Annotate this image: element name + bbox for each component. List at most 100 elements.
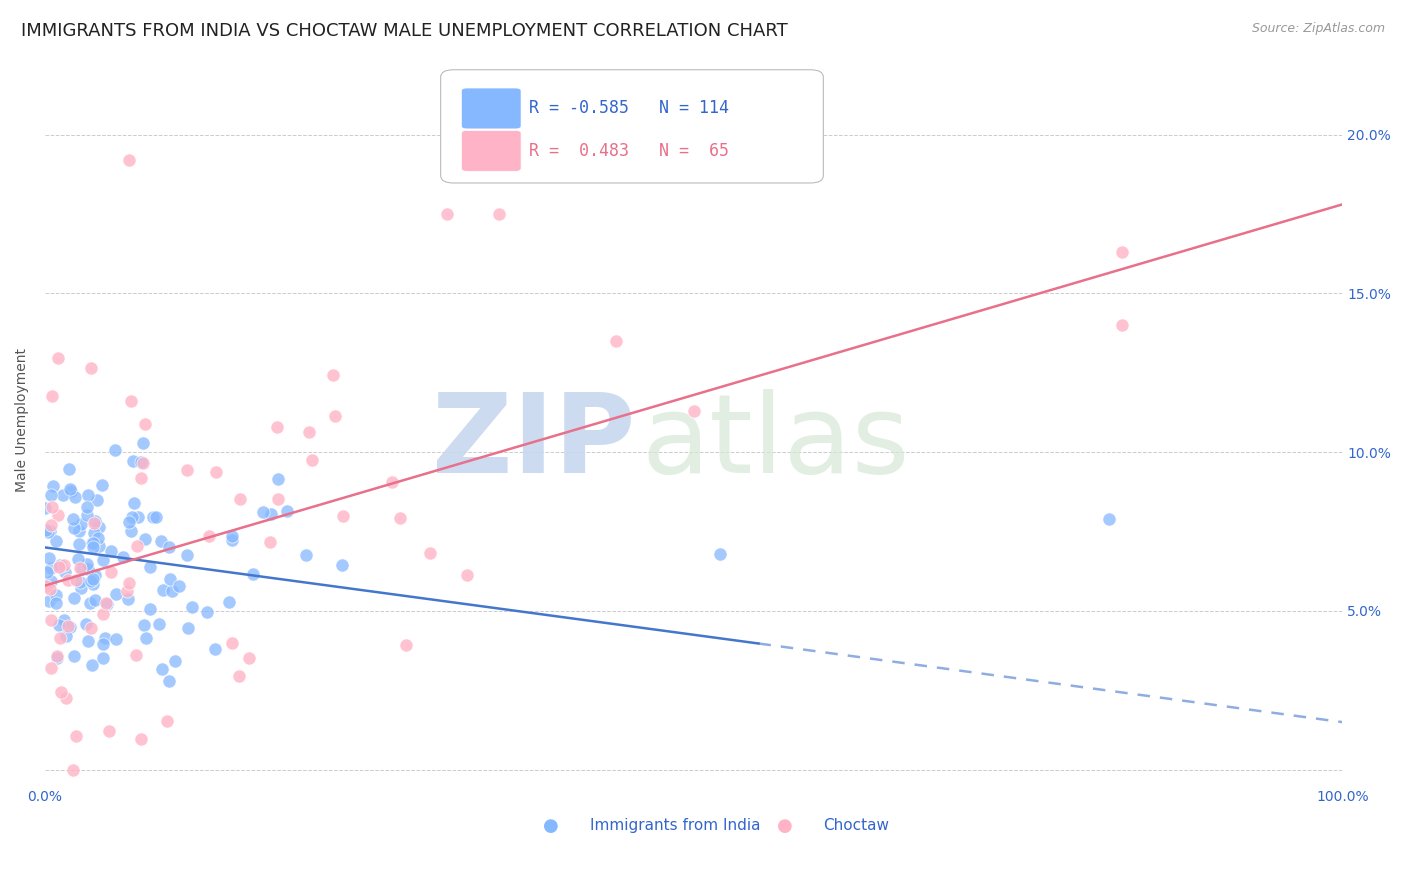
Point <box>55 691 77 706</box>
Point <box>221 636 243 650</box>
Point <box>59 482 82 496</box>
Point <box>46 351 69 365</box>
Point <box>165 654 187 668</box>
Point <box>41 614 63 628</box>
Point <box>1098 512 1121 526</box>
Point <box>83 526 105 541</box>
Point <box>77 634 100 648</box>
Point <box>77 488 100 502</box>
Point <box>39 661 62 675</box>
Point <box>82 540 104 554</box>
Point <box>682 404 704 418</box>
Point <box>46 651 69 665</box>
Point <box>46 649 69 664</box>
Point <box>167 579 190 593</box>
Point <box>139 601 162 615</box>
Point <box>96 597 118 611</box>
Point <box>94 631 117 645</box>
Point <box>48 631 70 645</box>
Point <box>45 588 67 602</box>
Point <box>242 567 264 582</box>
FancyBboxPatch shape <box>461 130 522 171</box>
Point <box>60 483 83 498</box>
Point <box>52 488 75 502</box>
Point <box>709 547 731 561</box>
Point <box>395 638 418 652</box>
Point <box>117 583 139 598</box>
Point <box>134 533 156 547</box>
Point <box>267 472 290 486</box>
Point <box>83 516 105 530</box>
Point <box>84 568 107 582</box>
Text: R = -0.585   N = 114: R = -0.585 N = 114 <box>529 100 728 118</box>
Point <box>67 524 90 538</box>
Point <box>156 714 179 728</box>
Point <box>1111 318 1133 332</box>
Point <box>100 565 122 579</box>
Point <box>34 524 56 538</box>
Point <box>381 475 404 490</box>
Point <box>52 614 75 628</box>
Point <box>112 550 135 565</box>
Point <box>63 649 86 664</box>
Point <box>39 524 62 538</box>
Point <box>160 583 183 598</box>
Text: Source: ZipAtlas.com: Source: ZipAtlas.com <box>1251 22 1385 36</box>
Text: atlas: atlas <box>641 389 910 496</box>
Point <box>228 669 250 683</box>
Point <box>56 573 79 587</box>
Point <box>62 512 84 526</box>
Point <box>91 552 114 566</box>
Point <box>39 518 62 533</box>
Point <box>131 731 153 746</box>
Point <box>80 622 103 636</box>
Point <box>59 620 82 634</box>
Point <box>48 618 70 632</box>
Point <box>70 581 93 595</box>
Point <box>84 593 107 607</box>
Point <box>55 629 77 643</box>
Point <box>91 478 114 492</box>
Point <box>72 562 94 576</box>
Point <box>295 549 318 563</box>
Point <box>229 491 252 506</box>
Point <box>221 529 243 543</box>
Point <box>139 559 162 574</box>
Point <box>176 463 198 477</box>
Point <box>82 572 104 586</box>
Point <box>80 536 103 550</box>
Point <box>132 618 155 632</box>
Point <box>41 479 63 493</box>
Point <box>65 490 87 504</box>
Point <box>52 558 75 572</box>
Point <box>150 662 173 676</box>
Point <box>62 763 84 777</box>
Point <box>267 492 290 507</box>
Point <box>488 207 510 221</box>
Text: IMMIGRANTS FROM INDIA VS CHOCTAW MALE UNEMPLOYMENT CORRELATION CHART: IMMIGRANTS FROM INDIA VS CHOCTAW MALE UN… <box>21 22 787 40</box>
Point <box>91 637 114 651</box>
Point <box>150 534 173 549</box>
Point <box>330 558 353 572</box>
Text: ●: ● <box>543 817 558 835</box>
Point <box>238 651 260 665</box>
Point <box>121 510 143 524</box>
Point <box>34 500 56 515</box>
Point <box>86 531 108 545</box>
Point <box>605 334 627 348</box>
Point <box>1111 245 1133 260</box>
Text: Immigrants from India: Immigrants from India <box>591 818 761 833</box>
Point <box>91 607 114 622</box>
Point <box>176 548 198 562</box>
Point <box>53 566 76 580</box>
Point <box>129 455 152 469</box>
Point <box>76 508 98 522</box>
Point <box>142 510 165 524</box>
Point <box>91 650 114 665</box>
Point <box>132 435 155 450</box>
Point <box>75 617 97 632</box>
Point <box>221 533 243 548</box>
Text: R =  0.483   N =  65: R = 0.483 N = 65 <box>529 142 728 160</box>
Point <box>177 621 200 635</box>
Point <box>83 514 105 528</box>
